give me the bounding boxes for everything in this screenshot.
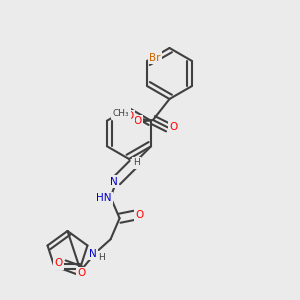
Text: O: O [77,268,86,278]
Text: O: O [55,258,63,268]
Text: Br: Br [149,53,161,63]
Text: N: N [110,177,118,187]
Text: H: H [133,158,140,167]
Text: O: O [125,111,133,121]
Text: HN: HN [96,193,112,203]
Text: O: O [133,116,142,127]
Text: O: O [135,210,143,220]
Text: N: N [89,249,97,259]
Text: H: H [98,253,105,262]
Text: CH₃: CH₃ [113,109,129,118]
Text: O: O [169,122,178,133]
